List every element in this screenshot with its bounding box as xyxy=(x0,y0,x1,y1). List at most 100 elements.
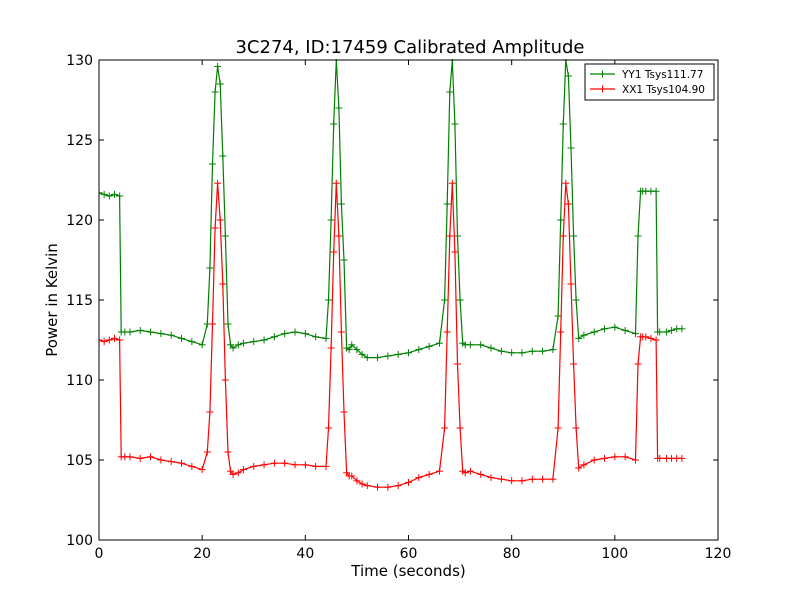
data-point xyxy=(327,344,335,352)
data-point xyxy=(570,232,578,240)
data-point xyxy=(281,330,289,338)
data-point xyxy=(99,189,103,197)
data-point xyxy=(678,325,686,333)
data-point xyxy=(446,88,454,96)
data-point xyxy=(260,336,268,344)
data-point xyxy=(188,338,196,346)
data-point xyxy=(570,360,578,368)
data-point xyxy=(590,456,598,464)
data-point xyxy=(358,480,366,488)
data-point xyxy=(554,312,562,320)
data-point xyxy=(312,333,320,341)
data-point xyxy=(477,470,485,478)
x-tick-label: 20 xyxy=(193,546,211,562)
legend: YY1 Tsys111.77 XX1 Tsys104.90 xyxy=(584,63,715,101)
data-point xyxy=(322,334,330,342)
data-point xyxy=(208,160,216,168)
data-point xyxy=(456,424,464,432)
data-point xyxy=(198,341,206,349)
x-tick-label: 120 xyxy=(705,546,732,562)
data-point xyxy=(126,328,134,336)
axis-ticks: 0 20 40 60 80 100 120 100 105 110 115 120 125 130 xyxy=(66,53,731,562)
data-point xyxy=(105,192,113,200)
data-point xyxy=(435,467,443,475)
legend-entry: XX1 Tsys104.90 xyxy=(590,84,705,96)
data-point xyxy=(214,179,222,187)
data-point xyxy=(443,328,451,336)
data-point xyxy=(335,104,343,112)
data-point xyxy=(631,456,639,464)
data-point xyxy=(562,179,570,187)
data-point xyxy=(497,475,505,483)
data-point xyxy=(518,349,526,357)
data-point xyxy=(497,347,505,355)
data-point xyxy=(167,458,175,466)
x-tick-label: 60 xyxy=(400,546,418,562)
data-point xyxy=(446,232,454,240)
data-point xyxy=(337,200,345,208)
y-tick-label: 105 xyxy=(66,453,93,469)
data-point xyxy=(312,462,320,470)
data-point xyxy=(363,354,371,362)
data-point xyxy=(528,475,536,483)
data-point xyxy=(425,342,433,350)
data-point xyxy=(557,328,565,336)
data-point xyxy=(206,408,214,416)
data-point xyxy=(415,474,423,482)
data-point xyxy=(340,256,348,264)
data-point xyxy=(621,326,629,334)
data-point xyxy=(580,331,588,339)
data-point xyxy=(110,190,118,198)
data-point xyxy=(405,478,412,486)
data-point xyxy=(461,469,469,477)
data-point xyxy=(219,152,227,160)
data-point xyxy=(539,347,547,355)
data-point xyxy=(662,328,670,336)
data-point xyxy=(611,323,619,331)
y-tick-label: 125 xyxy=(66,133,93,149)
data-point xyxy=(203,448,211,456)
y-axis-label: Power in Kelvin xyxy=(43,243,61,357)
data-point xyxy=(634,232,642,240)
data-point xyxy=(157,330,165,338)
data-point xyxy=(611,453,619,461)
series-yy1 xyxy=(99,59,686,362)
data-point xyxy=(466,467,474,475)
data-point xyxy=(374,483,382,491)
data-point xyxy=(487,344,495,352)
data-point xyxy=(358,350,366,358)
data-point xyxy=(353,346,361,354)
data-point xyxy=(557,216,565,224)
data-point xyxy=(188,462,196,470)
data-point xyxy=(301,461,309,469)
data-point xyxy=(178,459,186,467)
legend-entry: YY1 Tsys111.77 xyxy=(590,69,703,81)
data-point xyxy=(206,264,214,272)
data-point xyxy=(353,477,361,485)
y-tick-label: 100 xyxy=(66,533,93,549)
data-point xyxy=(634,360,642,368)
data-point xyxy=(539,475,547,483)
data-point xyxy=(384,352,392,360)
data-point xyxy=(549,346,557,354)
data-point xyxy=(451,120,459,128)
data-point xyxy=(572,296,580,304)
data-point xyxy=(567,144,575,152)
data-point xyxy=(441,296,449,304)
data-point xyxy=(291,461,299,469)
data-point xyxy=(559,232,567,240)
data-point xyxy=(559,120,567,128)
data-point xyxy=(678,454,686,462)
data-point xyxy=(229,344,237,352)
data-point xyxy=(384,483,392,491)
data-point xyxy=(348,341,356,349)
data-point xyxy=(110,334,118,342)
data-point xyxy=(216,216,224,224)
data-point xyxy=(167,331,175,339)
data-point xyxy=(454,232,462,240)
series-xx1 xyxy=(99,179,686,491)
data-point xyxy=(116,192,124,200)
data-point xyxy=(100,190,108,198)
data-point xyxy=(126,453,134,461)
data-point xyxy=(330,248,338,256)
